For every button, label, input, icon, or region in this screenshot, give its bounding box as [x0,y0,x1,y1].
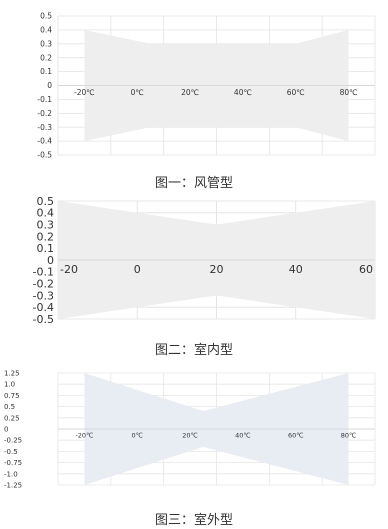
x-tick-label: 20℃ [181,88,199,97]
y-tick-label: -0.25 [4,437,22,445]
x-tick-label: -20 [60,263,78,276]
x-tick-label: -20℃ [74,88,95,97]
y-tick-label: -0.4 [37,137,52,146]
y-tick-label: 0.5 [4,403,15,411]
chart-panel-3: 1.25 1.0 0.75 0.5 0.25 0 -0.25 -0.5 -0.75 -1.0 -1.… [0,365,388,529]
y-tick-label: 0.2 [40,53,52,62]
chart-caption-2: 图二：室内型 [154,343,233,358]
y-tick-label: 0.4 [40,26,52,35]
y-tick-label: -0.5 [4,448,18,456]
y-tick-label: -0.3 [33,289,54,302]
y-tick-label: -0.2 [33,277,54,290]
y-tick-label: 0.5 [37,195,55,208]
y-tick-label: 0.1 [37,242,55,255]
y-tick-label: 0.3 [40,39,52,48]
y-tick-label: 1.0 [4,381,15,389]
x-tick-label: 0℃ [131,88,144,97]
chart-outdoor-type: 1.25 1.0 0.75 0.5 0.25 0 -0.25 -0.5 -0.75 -1.0 -1.… [4,369,376,489]
x-tick-label: 40 [289,263,303,276]
x-tick-label: 0 [134,263,141,276]
y-tick-label: 0.1 [40,67,52,76]
x-tick-label: 60℃ [287,88,305,97]
y-tick-label: 0.25 [4,414,20,422]
x-tick-label: 80℃ [341,432,357,440]
y-tick-label: 1.25 [4,369,20,377]
y-tick-label: -0.2 [37,109,52,118]
chart-indoor-type: 0.50.40.30.20.10-0.1-0.2-0.3-0.4-0.5-20 0… [33,195,376,326]
y-tick-label: 0.5 [40,12,52,21]
chart-caption-1: 图一：风管型 [154,176,233,191]
y-tick-label: -0.75 [4,459,22,467]
y-tick-label: -0.1 [37,95,52,104]
x-tick-label: 0℃ [132,432,143,440]
y-tick-label: 0.2 [37,230,55,243]
x-tick-label: 60℃ [288,432,304,440]
y-tick-label: -1.25 [4,481,22,489]
chart-panel-1: 0.5 0.4 0.3 0.2 0.1 0 -0.1 -0.2 -0.3 -0.4 -0.5 -20℃… [0,0,388,195]
y-tick-label: -1.0 [4,470,18,478]
y-tick-label: 0.3 [37,218,55,231]
x-tick-label: -20℃ [75,432,93,440]
y-tick-label: -0.4 [33,301,54,314]
y-tick-label: 0 [47,81,52,90]
chart-caption-3: 图三：室外型 [154,513,233,528]
y-tick-label: -0.5 [33,313,54,326]
y-tick-label: 0.75 [4,392,20,400]
y-tick-label: -0.3 [37,123,52,132]
x-tick-label: 40℃ [235,432,251,440]
y-tick-label: 0 [47,254,54,267]
x-tick-label: 60 [359,263,373,276]
chart-duct-type: 0.5 0.4 0.3 0.2 0.1 0 -0.1 -0.2 -0.3 -0.4 -0.5 -20℃… [37,12,376,160]
y-tick-label: 0.4 [37,207,55,220]
x-tick-label: 40℃ [234,88,252,97]
x-tick-label: 20℃ [182,432,198,440]
y-tick-label: -0.5 [37,151,52,160]
x-tick-label: 80℃ [340,88,358,97]
y-tick-label: 0 [4,425,8,433]
y-tick-label: -0.1 [33,266,54,279]
chart-panel-2: 0.5 0.4 0.3 0.2 0.1 0 -0.1 -0.2 -0.3 -0.4 -0.5 -20 0… [0,195,388,365]
x-tick-label: 20 [210,263,224,276]
